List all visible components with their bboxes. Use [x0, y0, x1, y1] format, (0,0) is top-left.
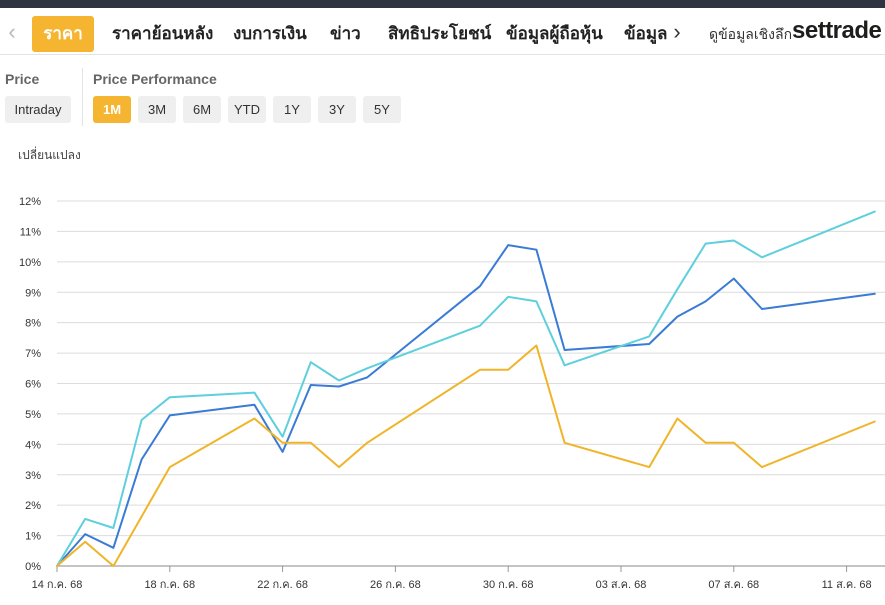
y-tick-label: 6% — [25, 379, 41, 391]
series-line-2 — [56, 210, 876, 567]
period-button-3m[interactable]: 3M — [138, 96, 176, 123]
period-button-6m[interactable]: 6M — [183, 96, 221, 123]
stock-nav-bar: ‹ ราคา ราคาย้อนหลัง งบการเงิน ข่าว สิทธิ… — [0, 8, 885, 55]
tab-shareholders[interactable]: ข้อมูลผู้ถือหุ้น — [506, 24, 603, 43]
series-line-3 — [56, 344, 876, 567]
x-tick-label: 22 ก.ค. 68 — [257, 579, 308, 591]
y-tick-label: 1% — [25, 531, 41, 543]
price-section-label: Price — [5, 71, 40, 87]
period-button-3y[interactable]: 3Y — [318, 96, 356, 123]
period-button-ytd[interactable]: YTD — [228, 96, 266, 123]
chevron-left-icon[interactable]: ‹ — [8, 19, 16, 44]
x-tick-label: 03 ส.ค. 68 — [596, 579, 647, 591]
y-tick-label: 2% — [25, 500, 41, 512]
x-tick-label: 11 ส.ค. 68 — [822, 579, 872, 591]
y-tick-label: 4% — [25, 439, 41, 451]
performance-section-label: Price Performance — [93, 71, 217, 87]
insight-link-text[interactable]: ดูข้อมูลเชิงลึก — [709, 26, 793, 42]
tab-rights[interactable]: สิทธิประโยชน์ — [388, 24, 492, 43]
y-axis-title: เปลี่ยนแปลง — [18, 148, 81, 162]
chevron-right-icon[interactable]: › — [673, 19, 681, 44]
y-tick-label: 3% — [25, 470, 41, 482]
tab-price[interactable]: ราคา — [32, 16, 94, 52]
period-button-1m[interactable]: 1M — [93, 96, 131, 123]
section-divider — [82, 68, 83, 126]
y-tick-label: 0% — [25, 561, 41, 573]
intraday-button[interactable]: Intraday — [5, 96, 71, 123]
y-tick-label: 10% — [19, 257, 41, 269]
period-button-1y[interactable]: 1Y — [273, 96, 311, 123]
tab-news[interactable]: ข่าว — [330, 24, 361, 43]
tab-more-info[interactable]: ข้อมูลห — [624, 24, 668, 43]
settrade-logo[interactable]: settrade — [792, 17, 882, 44]
tab-financials[interactable]: งบการเงิน — [233, 24, 307, 43]
y-tick-label: 12% — [19, 196, 41, 208]
x-tick-label: 26 ก.ค. 68 — [370, 579, 421, 591]
x-tick-label: 14 ก.ค. 68 — [32, 579, 83, 591]
top-strip — [0, 0, 885, 8]
x-tick-label: 07 ส.ค. 68 — [708, 579, 759, 591]
tab-price-history[interactable]: ราคาย้อนหลัง — [112, 24, 214, 43]
y-tick-label: 11% — [20, 226, 41, 238]
x-tick-label: 30 ก.ค. 68 — [483, 579, 534, 591]
y-tick-label: 9% — [25, 287, 41, 299]
series-line-1 — [56, 244, 876, 567]
period-button-5y[interactable]: 5Y — [363, 96, 401, 123]
y-tick-label: 5% — [25, 409, 41, 421]
y-tick-label: 8% — [25, 318, 41, 330]
y-tick-label: 7% — [25, 348, 41, 360]
x-tick-label: 18 ก.ค. 68 — [144, 579, 195, 591]
performance-chart[interactable]: 0% 1% 2% 3% 4% 5% 6% 7% 8% 9% 10% 11% 12% 14 ก.ค. 68 1… — [0, 170, 885, 605]
